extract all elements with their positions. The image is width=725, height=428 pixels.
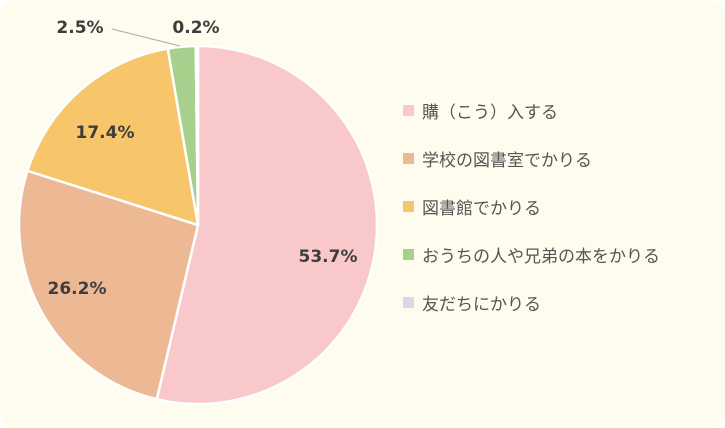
legend-label: 購（こう）入する: [422, 102, 558, 123]
slice-public-library: [26, 47, 200, 227]
legend-item-friends: 友だちにかりる: [403, 290, 660, 315]
legend-item-school-library: 学校の図書室でかりる: [403, 146, 660, 171]
data-label: 26.2%: [48, 279, 107, 299]
legend-label: 学校の図書室でかりる: [422, 150, 592, 171]
data-label: 53.7%: [299, 247, 358, 267]
legend-label: 友だちにかりる: [422, 294, 541, 315]
legend-swatch: [403, 248, 414, 260]
data-label: 0.2%: [172, 18, 219, 38]
legend-swatch: [403, 296, 414, 308]
legend-label: 図書館でかりる: [422, 198, 541, 219]
legend-item-public-library: 図書館でかりる: [403, 194, 660, 219]
data-label: 17.4%: [76, 123, 135, 143]
data-label: 2.5%: [56, 18, 103, 38]
legend-swatch: [403, 104, 414, 116]
legend: 購（こう）入する 学校の図書室でかりる 図書館でかりる おうちの人や兄弟の本をか…: [403, 98, 660, 338]
leader-line: [111, 28, 181, 47]
slice-school-library: [17, 169, 200, 401]
legend-swatch: [403, 152, 414, 164]
slice-purchase: [155, 44, 379, 406]
legend-item-family: おうちの人や兄弟の本をかりる: [403, 242, 660, 267]
legend-swatch: [403, 200, 414, 212]
slice-friends: [194, 44, 200, 227]
legend-label: おうちの人や兄弟の本をかりる: [422, 246, 660, 267]
legend-item-purchase: 購（こう）入する: [403, 98, 660, 123]
